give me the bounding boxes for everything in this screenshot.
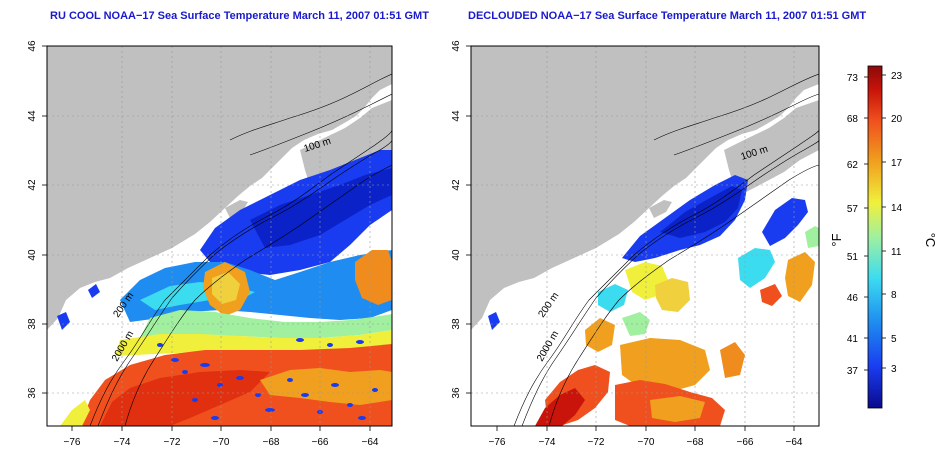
lat-label: 46 <box>27 40 38 52</box>
colorbar-scale <box>867 65 883 409</box>
lon-label: −66 <box>737 437 754 448</box>
lon-label: −72 <box>588 437 605 448</box>
colorbar-labels-c: 23 20 17 14 11 8 5 3 <box>891 71 903 375</box>
f-tick-label: 51 <box>847 252 859 263</box>
sst-field-left <box>57 150 392 426</box>
f-tick-label: 46 <box>847 293 859 304</box>
lat-label: 44 <box>451 110 462 122</box>
c-tick-label: 23 <box>891 71 903 82</box>
lon-label: −64 <box>362 437 379 448</box>
lat-label: 42 <box>27 179 38 191</box>
sst-field-right <box>488 175 819 426</box>
lat-label: 36 <box>451 387 462 399</box>
right-map-title: DECLOUDED NOAA−17 Sea Surface Temperatur… <box>468 10 867 22</box>
lon-label: −72 <box>164 437 181 448</box>
grid-lines-right <box>471 46 819 426</box>
lat-label: 40 <box>451 249 462 261</box>
c-tick-label: 3 <box>891 364 897 375</box>
f-tick-label: 73 <box>847 73 859 84</box>
f-tick-label: 57 <box>847 204 859 215</box>
left-map-frame <box>46 45 393 427</box>
lon-label: −68 <box>263 437 280 448</box>
right-map-frame <box>470 45 820 427</box>
nova-scotia-land <box>300 100 392 194</box>
lat-label: 40 <box>27 249 38 261</box>
left-map <box>47 46 392 426</box>
lon-label: −66 <box>312 437 329 448</box>
celsius-label: °C <box>923 233 938 248</box>
c-tick-label: 17 <box>891 158 903 169</box>
c-tick-label: 8 <box>891 290 897 301</box>
nova-scotia-land <box>724 100 819 194</box>
colorbar-ticks-f <box>864 76 868 371</box>
f-tick-label: 68 <box>847 114 859 125</box>
lon-label: −76 <box>64 437 81 448</box>
c-tick-label: 20 <box>891 114 903 125</box>
lon-label: −64 <box>786 437 803 448</box>
lat-label: 44 <box>27 110 38 122</box>
lon-label: −76 <box>489 437 506 448</box>
lat-label: 36 <box>27 387 38 399</box>
lat-label: 38 <box>451 318 462 330</box>
bathymetry-contours-right <box>513 73 819 426</box>
f-tick-label: 37 <box>847 366 859 377</box>
right-lon-labels: −76 −74 −72 −70 −68 −66 −64 <box>489 437 803 448</box>
lon-label: −68 <box>687 437 704 448</box>
right-lat-axis <box>466 45 471 394</box>
f-tick-label: 41 <box>847 334 859 345</box>
c-tick-label: 14 <box>891 203 903 214</box>
colorbar-ticks-c <box>882 74 886 369</box>
colorbar-labels-f: 73 68 62 57 51 46 41 37 <box>847 73 859 377</box>
left-lat-labels: 46 44 42 40 38 36 <box>27 40 38 399</box>
lon-label: −70 <box>213 437 230 448</box>
c-tick-label: 11 <box>891 247 902 258</box>
lat-label: 42 <box>451 179 462 191</box>
right-lat-labels: 46 44 42 40 38 36 <box>451 40 462 399</box>
lat-label: 38 <box>27 318 38 330</box>
left-lon-axis <box>71 426 371 431</box>
lon-label: −70 <box>638 437 655 448</box>
left-map-title: RU COOL NOAA−17 Sea Surface Temperature … <box>50 10 429 22</box>
f-tick-label: 62 <box>847 160 859 171</box>
bathymetry-contours-left <box>89 73 392 426</box>
lon-label: −74 <box>539 437 556 448</box>
cape-cod-land <box>225 200 248 218</box>
colorbar: 73 68 62 57 51 46 41 37 23 20 17 14 11 8… <box>829 65 938 409</box>
cape-cod-land <box>649 200 672 218</box>
fahrenheit-label: °F <box>829 233 844 246</box>
lon-label: −74 <box>114 437 131 448</box>
grid-lines-left <box>47 46 392 426</box>
c-tick-label: 5 <box>891 334 897 345</box>
right-lon-axis <box>496 426 795 431</box>
left-lat-axis <box>42 45 47 394</box>
lat-label: 46 <box>451 40 462 52</box>
left-lon-labels: −76 −74 −72 −70 −68 −66 −64 <box>64 437 379 448</box>
right-map <box>471 46 819 426</box>
